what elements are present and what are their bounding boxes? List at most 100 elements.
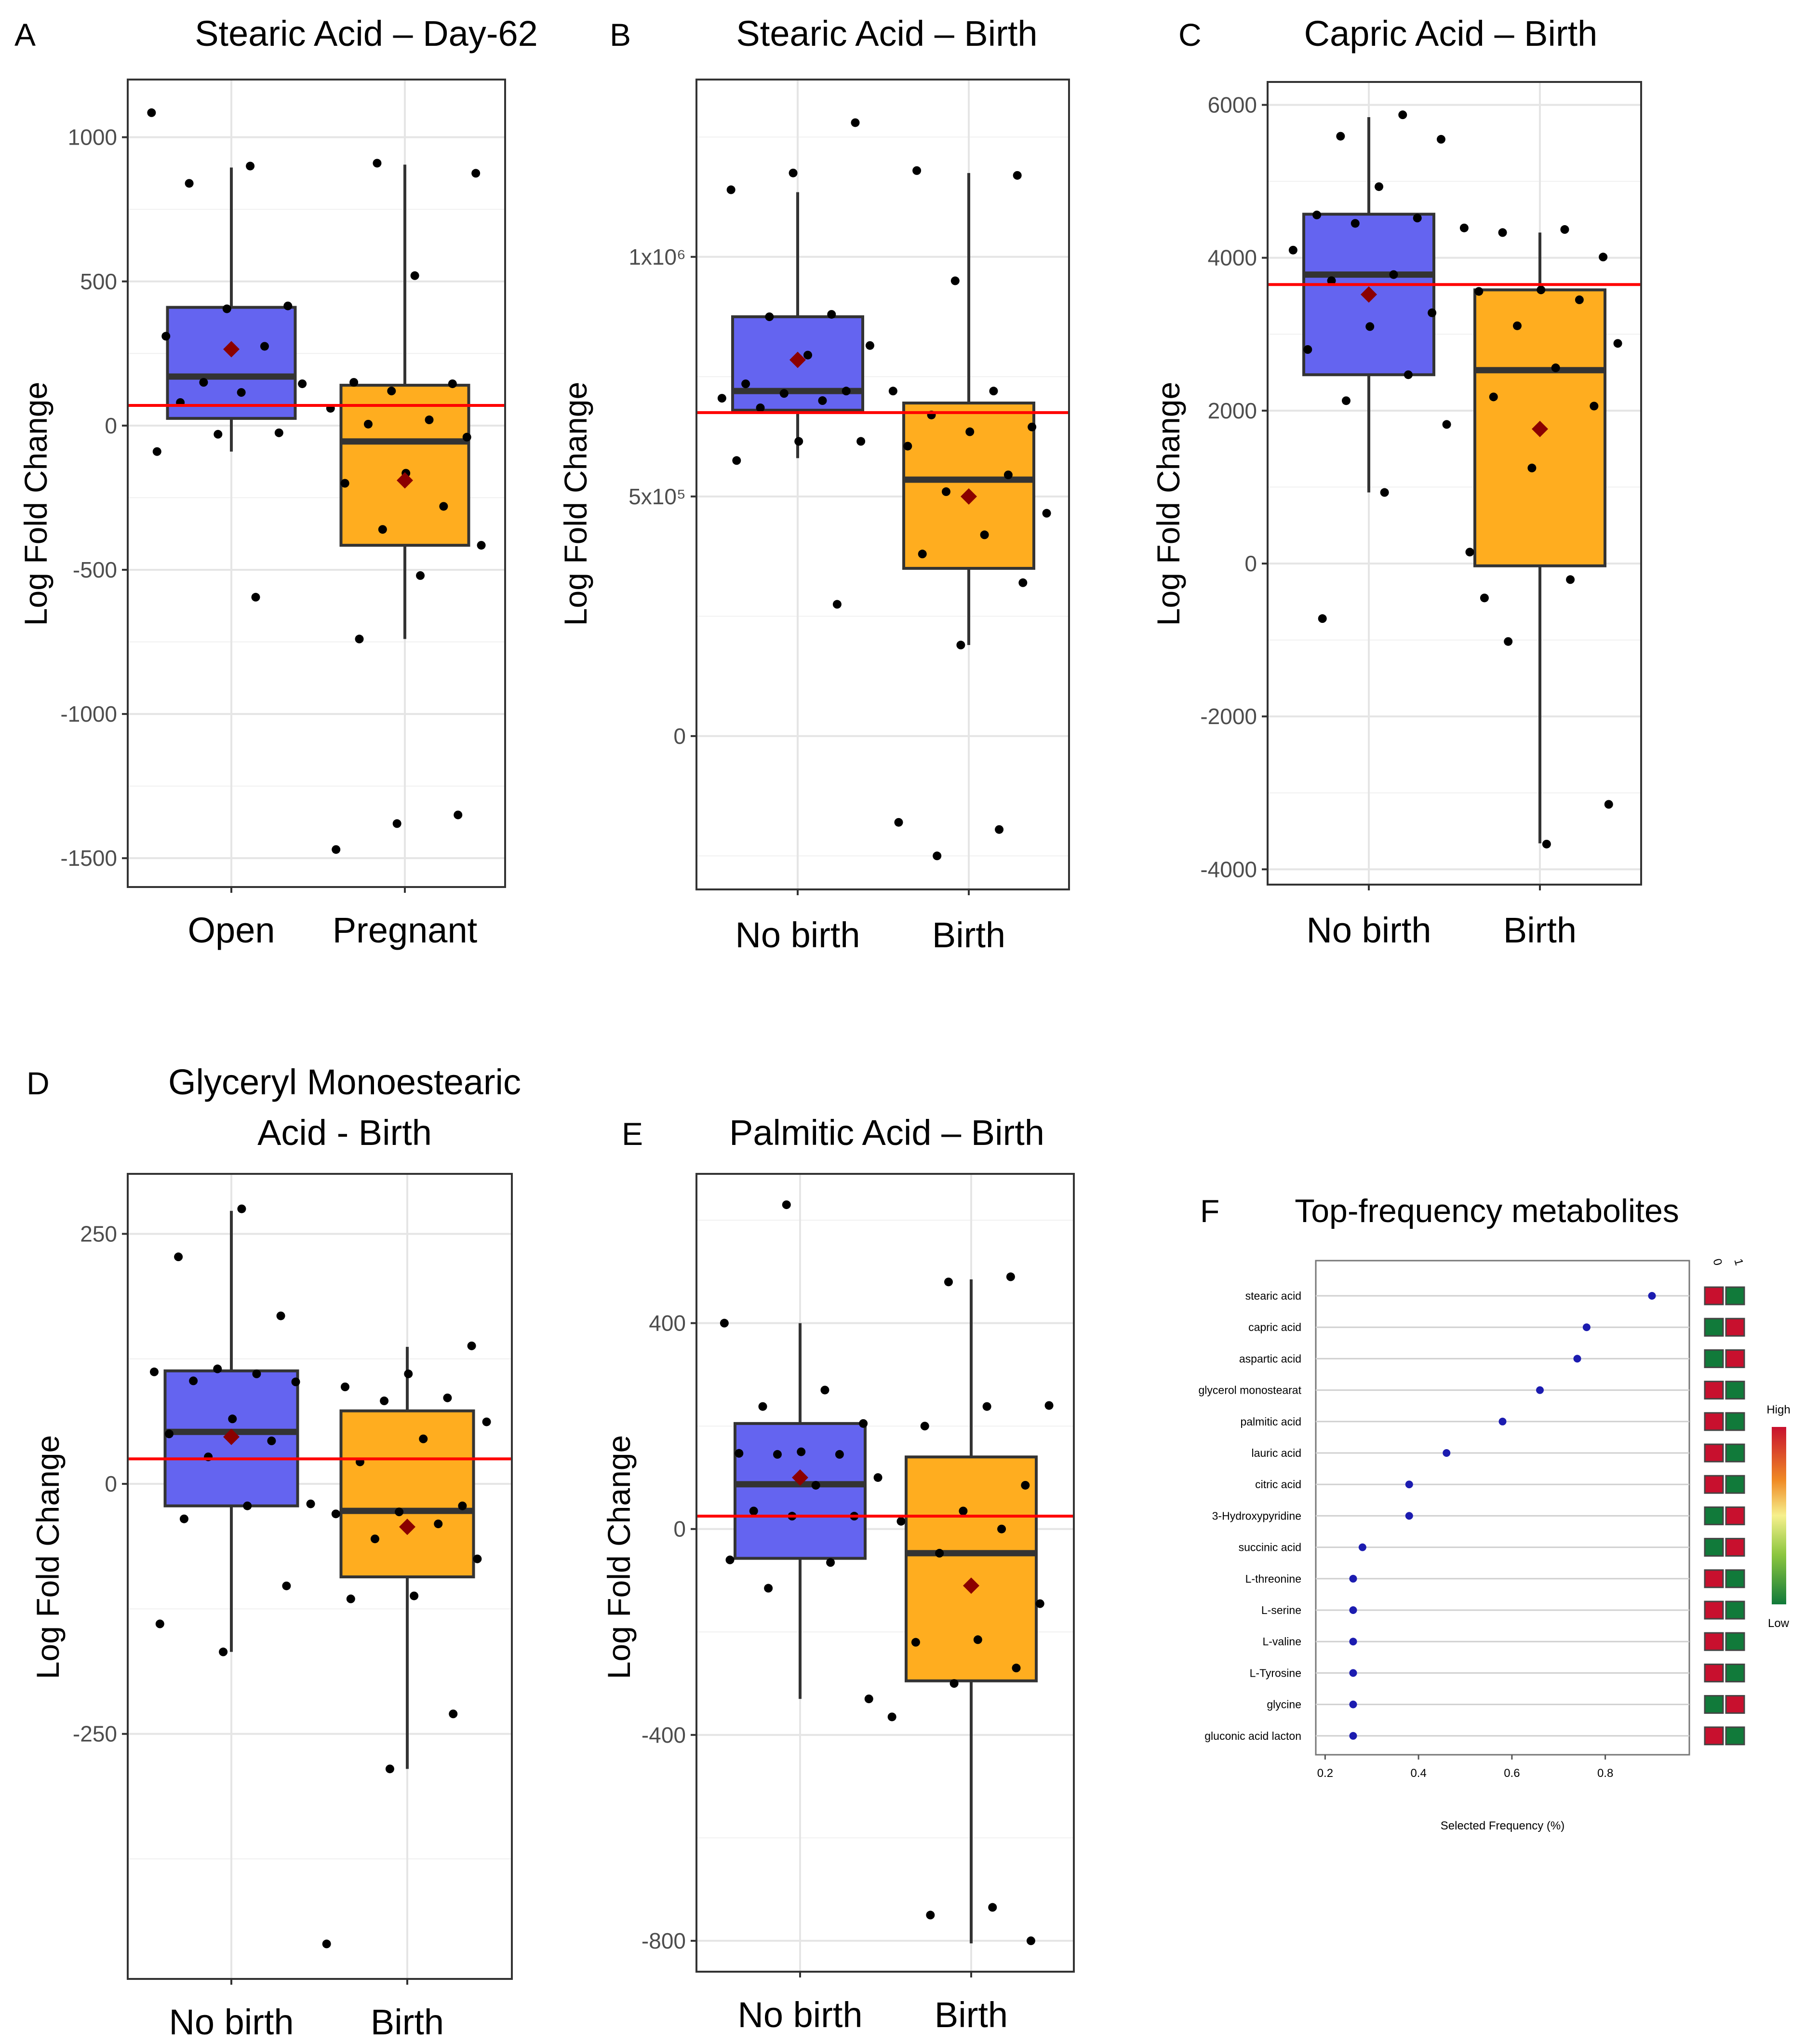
data-point <box>1428 308 1437 317</box>
data-point <box>741 379 750 389</box>
data-point <box>1560 225 1569 234</box>
y-tick-label: 500 <box>80 269 117 294</box>
panel-letter: C <box>1178 17 1202 53</box>
metabolite-label: L-serine <box>1261 1604 1301 1616</box>
y-tick-label: -1500 <box>60 846 117 871</box>
y-axis-label: Log Fold Change <box>30 1435 66 1679</box>
data-point <box>1413 214 1422 223</box>
heatmap-cell <box>1725 1632 1745 1651</box>
y-tick-label: -250 <box>73 1721 117 1747</box>
legend-high-label: High <box>1766 1403 1790 1416</box>
frequency-point <box>1573 1355 1581 1363</box>
data-point <box>283 301 293 310</box>
data-point <box>340 1382 349 1391</box>
category-label: Open <box>187 910 275 950</box>
data-point <box>161 332 171 341</box>
plot-frame <box>695 1173 1075 1973</box>
data-point <box>988 1903 997 1912</box>
data-point <box>865 341 874 350</box>
data-point <box>434 1520 443 1529</box>
data-point <box>1566 575 1575 584</box>
data-point <box>965 427 975 436</box>
data-point <box>199 378 208 387</box>
data-point <box>346 1594 355 1603</box>
data-point <box>404 1369 413 1378</box>
metabolite-label: L-Tyrosine <box>1250 1667 1301 1679</box>
data-point <box>448 379 457 389</box>
data-point <box>471 169 481 178</box>
frequency-point <box>1405 1480 1413 1489</box>
y-axis-label: Log Fold Change <box>558 382 593 626</box>
x-tick-label: 0.4 <box>1410 1767 1426 1780</box>
data-point <box>392 819 401 828</box>
x-axis-label: Selected Frequency (%) <box>1441 1819 1564 1832</box>
data-point <box>842 387 851 396</box>
heatmap-cell <box>1704 1318 1724 1337</box>
heatmap-cell <box>1725 1349 1745 1368</box>
data-point <box>251 592 260 602</box>
metabolite-label: lauric acid <box>1251 1447 1301 1459</box>
data-point <box>385 1764 394 1774</box>
data-point <box>1459 223 1469 232</box>
heatmap-cell <box>1704 1412 1724 1431</box>
data-point <box>454 810 463 820</box>
data-point <box>732 456 741 465</box>
box-iqr <box>734 1422 867 1560</box>
panel-title: Top-frequency metabolites <box>1295 1193 1679 1229</box>
data-point <box>1375 182 1384 191</box>
data-point <box>765 312 774 322</box>
data-point <box>717 394 726 403</box>
x-tick-label: 0.6 <box>1504 1767 1520 1780</box>
data-point <box>439 502 448 511</box>
box-iqr <box>339 1409 475 1579</box>
frequency-point <box>1498 1417 1507 1425</box>
y-tick-label: -1000 <box>60 701 117 726</box>
mean-marker <box>1361 286 1377 303</box>
data-point <box>756 403 765 412</box>
data-point <box>1604 800 1613 809</box>
data-point <box>1026 1936 1035 1945</box>
heatmap-cell <box>1725 1286 1745 1305</box>
x-tick-label: 0.2 <box>1317 1767 1333 1780</box>
data-point <box>864 1694 873 1704</box>
frequency-point <box>1582 1323 1591 1331</box>
metabolite-label: aspartic acid <box>1239 1352 1301 1365</box>
data-point <box>462 432 471 442</box>
data-point <box>147 108 156 117</box>
data-point <box>773 1450 782 1459</box>
mean-marker <box>963 1577 979 1594</box>
panel-letter: D <box>27 1065 50 1101</box>
category-label: Birth <box>935 1995 1008 2035</box>
panel-title: Acid - Birth <box>257 1113 432 1153</box>
panel-letter: E <box>622 1116 643 1152</box>
data-point <box>1498 228 1507 237</box>
heatmap-cell <box>1725 1412 1745 1431</box>
heatmap-cell <box>1704 1286 1724 1305</box>
data-point <box>378 525 387 534</box>
data-point <box>1312 210 1322 219</box>
data-point <box>982 1402 991 1411</box>
data-point <box>1480 593 1489 603</box>
frequency-point <box>1349 1700 1357 1708</box>
data-point <box>803 350 813 360</box>
data-point <box>419 1434 428 1443</box>
heatmap-cell <box>1725 1538 1745 1557</box>
data-point <box>1341 396 1350 405</box>
data-point <box>1288 245 1297 255</box>
box-birth <box>887 1272 1054 1945</box>
y-tick-label: 250 <box>80 1221 117 1246</box>
data-point <box>1303 345 1312 354</box>
data-point <box>387 387 396 396</box>
metabolite-label: glycine <box>1267 1698 1301 1711</box>
data-point <box>1028 422 1037 431</box>
data-point <box>1489 392 1498 402</box>
panel-a: 1000 500 0 -500 -1000 -1500 Open Pregnant Log Fo… <box>14 13 538 950</box>
category-label: No birth <box>1306 910 1431 950</box>
data-point <box>1336 132 1345 141</box>
frequency-point <box>1443 1449 1451 1457</box>
heatmap-cell <box>1725 1695 1745 1714</box>
data-point <box>467 1341 476 1350</box>
heatmap-cell <box>1704 1726 1724 1746</box>
metabolite-label: citric acid <box>1255 1478 1301 1491</box>
x-tick-label: 0.8 <box>1597 1767 1613 1780</box>
